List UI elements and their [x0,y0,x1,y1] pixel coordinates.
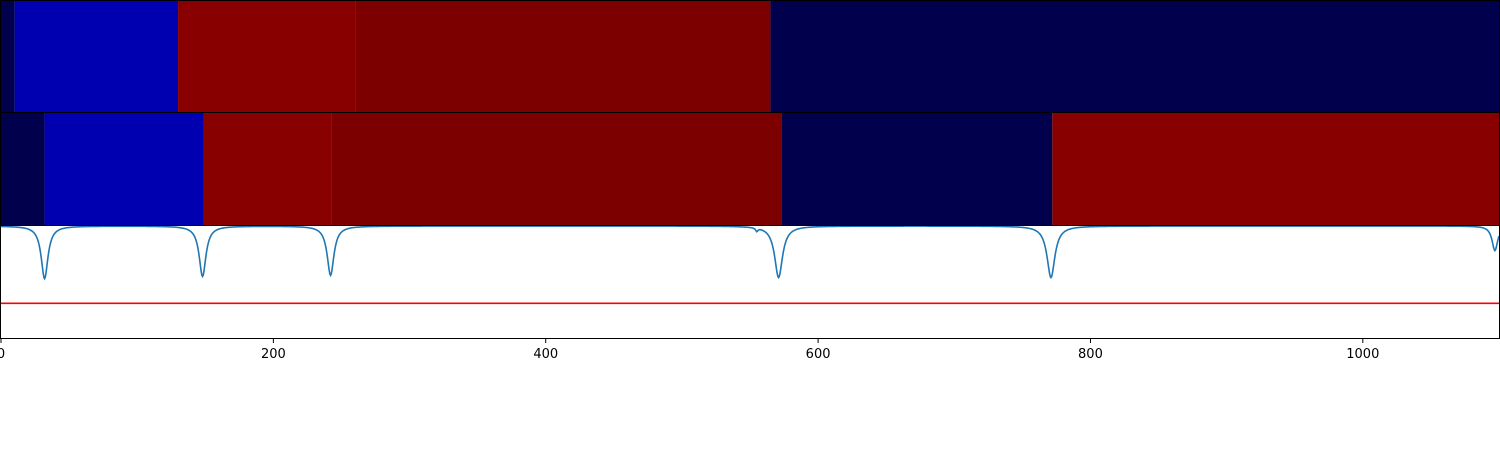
line-panel-background [1,226,1499,338]
segment-2-6 [1052,113,1499,225]
x-tick-label: 200 [261,347,286,362]
segment-2-1 [1,113,45,225]
segment-2-4 [332,113,781,225]
x-tick-label: 0 [0,347,5,362]
x-tick-label: 1000 [1346,347,1379,362]
segment-1-3 [178,1,355,112]
segment-2-5 [781,113,1052,225]
segment-1-2 [15,1,178,112]
segment-track-2 [1,113,1499,225]
x-axis: 0 200 400 600 800 1000 [0,339,1379,363]
x-tick-label: 600 [806,347,831,362]
segment-2-2 [45,113,204,225]
x-tick-label: 800 [1078,347,1103,362]
segment-track-1 [1,1,1499,112]
line-panel [1,226,1499,338]
segment-1-4 [355,1,770,112]
segment-1-1 [1,1,15,112]
x-tick-label: 400 [533,347,558,362]
segment-1-5 [770,1,1499,112]
segment-2-3 [204,113,332,225]
